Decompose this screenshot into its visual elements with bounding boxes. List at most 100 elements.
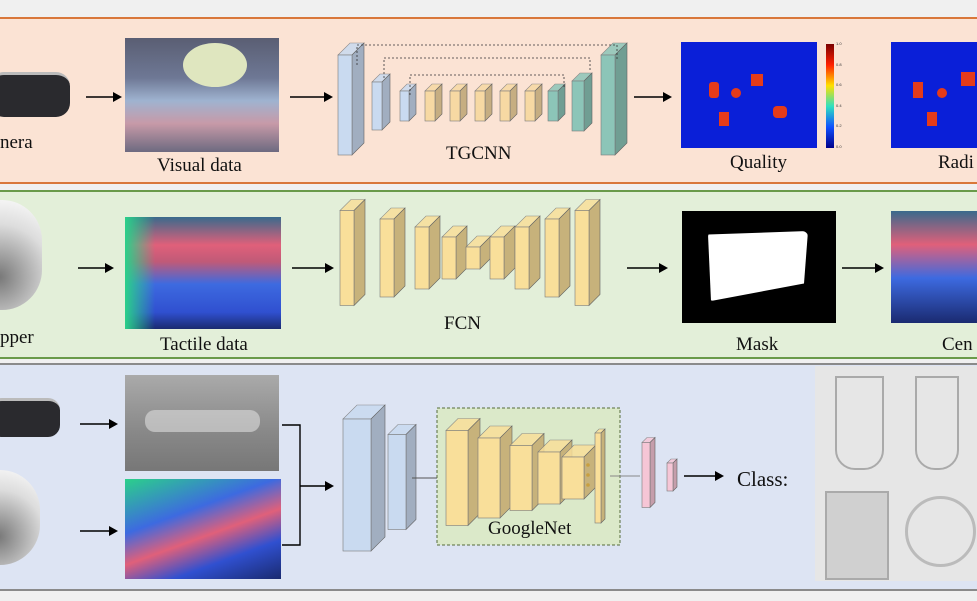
colorbar-tick: 1.0 — [836, 41, 842, 46]
tactile-data-label: Tactile data — [160, 334, 248, 355]
colorbar-tick: 0.2 — [836, 123, 842, 129]
layer-block — [399, 90, 410, 122]
merge-bracket — [282, 424, 301, 546]
mask-label: Mask — [736, 334, 779, 355]
layer-block — [339, 210, 355, 306]
layer-block — [641, 442, 651, 508]
colorbar-tick: 0.6 — [836, 82, 842, 88]
layer-block — [449, 90, 461, 122]
visual-glass-image — [125, 375, 279, 471]
radius-heatmap — [891, 42, 977, 148]
gripper-label: pper — [0, 327, 34, 348]
quality-heatmap — [681, 42, 817, 148]
tactile-glass-image — [125, 479, 281, 579]
visual-data-image — [125, 38, 279, 152]
layer-block — [672, 458, 678, 492]
layer-block — [666, 462, 674, 492]
class-label: Class: — [737, 467, 789, 491]
ellipsis-dot — [586, 473, 590, 477]
layer-block — [571, 80, 585, 132]
layer-block — [583, 72, 593, 132]
layer-block — [342, 418, 372, 552]
arrow-right-icon — [325, 263, 334, 273]
mask-image — [682, 211, 836, 323]
layer-block — [557, 83, 566, 122]
arrow-right-icon — [659, 263, 668, 273]
layer-block — [353, 198, 366, 307]
arrow-right-icon — [663, 92, 672, 102]
radius-label: Radi — [938, 152, 974, 173]
layer-block — [337, 54, 353, 156]
camera-icon — [0, 398, 60, 437]
class-glass-grid — [815, 366, 977, 581]
layer-block — [434, 83, 443, 122]
layer-block — [544, 218, 560, 298]
layer-block — [459, 83, 468, 122]
skip-connection — [356, 44, 618, 65]
layer-block — [594, 432, 602, 524]
layer-block — [405, 423, 417, 531]
layer-block — [509, 83, 518, 122]
layer-block — [381, 73, 391, 131]
colorbar-tick: 0.8 — [836, 61, 842, 67]
arrow-right-icon — [109, 526, 118, 536]
center-label: Cen — [942, 334, 973, 355]
layer-block — [558, 207, 571, 298]
colorbar-tick: 0.4 — [836, 102, 842, 108]
ellipsis-dot — [586, 483, 590, 487]
layer-block — [379, 218, 395, 298]
layer-block — [528, 215, 541, 290]
skip-connection — [383, 57, 591, 78]
layer-block — [600, 428, 606, 524]
layer-block — [534, 83, 543, 122]
visual-data-label: Visual data — [157, 155, 242, 176]
layer-block — [649, 436, 656, 509]
layer-block — [574, 210, 590, 306]
gripper-icon — [0, 200, 42, 310]
layer-block — [414, 226, 430, 290]
layer-block — [477, 437, 501, 519]
arrow-right-icon — [324, 92, 333, 102]
camera-label: nera — [0, 132, 33, 153]
arrow-right-icon — [325, 481, 334, 491]
colorbar-tick: 0.0 — [836, 143, 842, 149]
colorbar — [826, 44, 834, 148]
quality-label: Quality — [730, 152, 787, 173]
layer-block — [499, 90, 511, 122]
layer-block — [509, 445, 533, 511]
ellipsis-dot — [586, 463, 590, 467]
layer-block — [370, 404, 386, 552]
layer-block — [524, 90, 536, 122]
layer-block — [588, 198, 601, 307]
layer-block — [393, 207, 406, 298]
arrow-right-icon — [113, 92, 122, 102]
fcn-label: FCN — [444, 313, 481, 334]
layer-block — [514, 226, 530, 290]
arrow-right-icon — [715, 471, 724, 481]
arrow-right-icon — [105, 263, 114, 273]
googlenet-label: GoogleNet — [488, 518, 572, 539]
tgcnn-label: TGCNN — [446, 143, 512, 164]
tactile-data-image — [125, 217, 281, 329]
layer-block — [371, 81, 383, 131]
arrow-right-icon — [875, 263, 884, 273]
layer-block — [561, 456, 585, 500]
layer-block — [474, 90, 486, 122]
layer-block — [537, 451, 561, 505]
layer-block — [424, 90, 436, 122]
layer-block — [484, 83, 493, 122]
arrow-right-icon — [109, 419, 118, 429]
layer-block — [489, 236, 505, 280]
colorbar-ticks: 1.0 0.8 0.6 0.4 0.2 0.0 — [836, 41, 850, 149]
layer-block — [547, 90, 559, 122]
layer-block — [428, 215, 441, 290]
skip-connection — [409, 74, 565, 95]
layer-block — [465, 246, 481, 270]
layer-block — [387, 434, 407, 530]
layer-block — [600, 54, 616, 156]
layer-block — [614, 42, 628, 156]
center-image — [891, 211, 977, 323]
layer-block — [441, 236, 457, 280]
layer-block — [445, 430, 469, 526]
